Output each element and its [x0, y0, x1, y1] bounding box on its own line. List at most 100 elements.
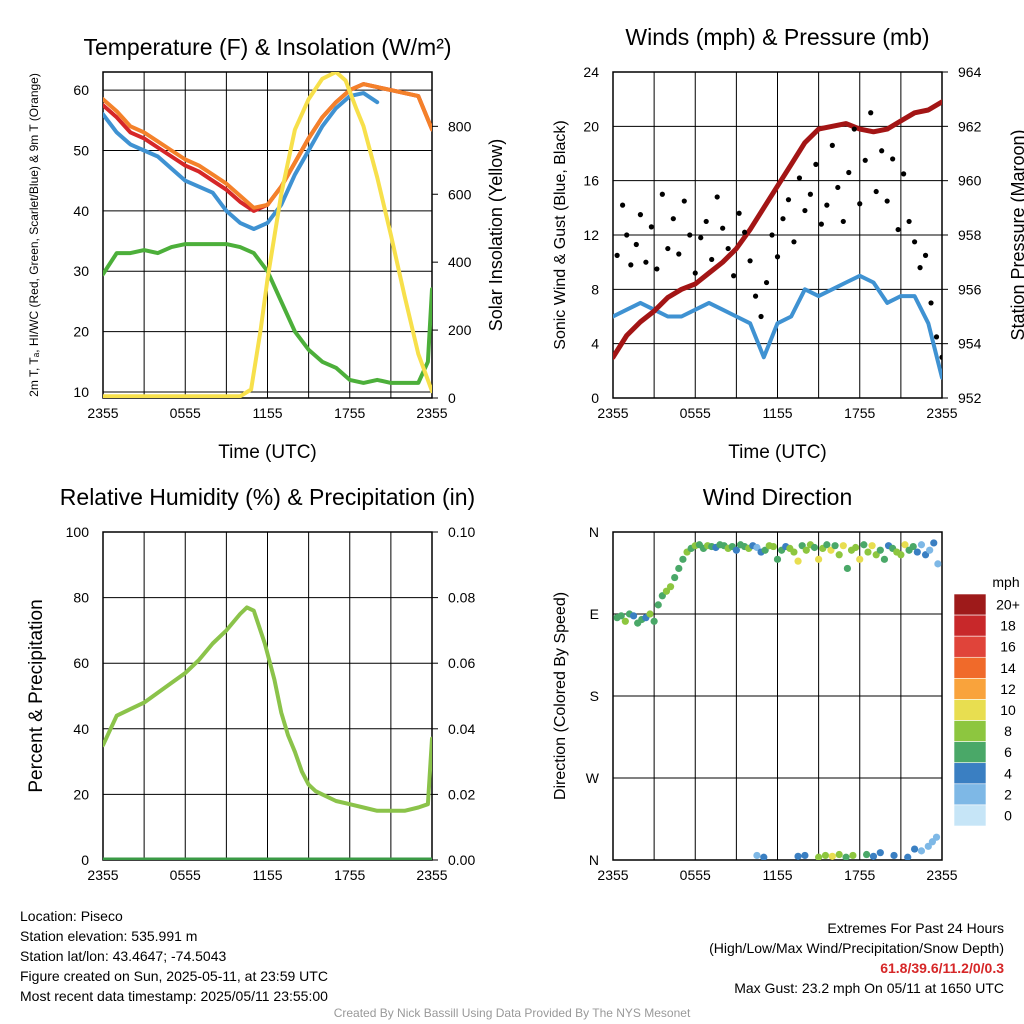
gust-point [774, 254, 781, 260]
chart-title: Relative Humidity (%) & Precipitation (i… [60, 484, 475, 510]
legend-label: 16 [1000, 639, 1016, 655]
y2-tick-label: 0.00 [448, 852, 475, 868]
direction-point [617, 612, 625, 620]
direction-point [890, 851, 898, 860]
max-gust: Max Gust: 23.2 mph On 05/11 at 1650 UTC [734, 980, 1004, 996]
legend-label: 6 [1004, 744, 1012, 760]
station-location: Location: Piseco [20, 908, 123, 924]
extremes-title: Extremes For Past 24 Hours [827, 920, 1004, 936]
x-tick-label: 0555 [170, 405, 201, 421]
legend-swatch [953, 699, 987, 721]
x-tick-label: 2355 [926, 405, 957, 421]
legend-label: 4 [1004, 765, 1012, 781]
station-latlon: Station lat/lon: 43.4647; -74.5043 [20, 948, 227, 964]
gust-point [824, 202, 830, 208]
gust-point [933, 334, 940, 340]
direction-point [646, 610, 654, 618]
chart-panel-3 [102, 531, 438, 861]
gust-point [643, 259, 649, 265]
y2-tick-label: 0.02 [448, 786, 475, 802]
gust-point [917, 265, 923, 271]
legend-swatch [953, 783, 987, 806]
direction-point [917, 847, 926, 855]
legend-swatch [953, 678, 987, 700]
y-tick-label: 20 [583, 118, 599, 134]
y-tick-label: 10 [73, 384, 89, 400]
legend-swatch [953, 741, 987, 764]
y2-axis-label: Station Pressure (Maroon) [1008, 129, 1024, 340]
gust-point [807, 191, 814, 197]
direction-point [831, 542, 839, 550]
y-axis-label: Sonic Wind & Gust (Blue, Black) [552, 120, 569, 349]
direction-point [654, 601, 662, 609]
direction-point [839, 542, 847, 550]
legend-swatch [953, 762, 987, 785]
direction-point [849, 851, 857, 860]
y-tick-label: S [590, 688, 599, 704]
series-group [103, 605, 432, 860]
direction-point [863, 850, 871, 859]
legend-swatch [953, 656, 987, 679]
direction-point [629, 612, 638, 620]
gust-point [637, 212, 644, 218]
y-axis-label: Direction (Colored By Speed) [552, 592, 569, 800]
gust-point [818, 221, 824, 227]
direction-point [930, 539, 938, 547]
direction-point [732, 546, 740, 554]
y2-tick-label: 954 [958, 336, 982, 352]
gust-point [670, 216, 676, 222]
y-tick-label: 16 [583, 173, 599, 189]
gust-point [769, 232, 775, 238]
y-tick-label: N [589, 852, 599, 868]
legend-label: 12 [1000, 681, 1016, 697]
direction-point [810, 543, 819, 552]
direction-point [821, 851, 830, 860]
y2-tick-label: 0.06 [448, 655, 475, 671]
gust-point [758, 313, 764, 320]
gust-point [791, 239, 797, 245]
gust-point [703, 218, 709, 225]
gust-point [906, 218, 912, 225]
legend-title: mph [992, 574, 1019, 590]
gust-point [698, 235, 704, 241]
legend-label: 14 [1000, 660, 1016, 676]
direction-point [621, 617, 629, 625]
direction-point [815, 555, 823, 563]
series-line-4 [103, 72, 432, 398]
y-tick-label: 4 [591, 336, 599, 352]
direction-point [666, 583, 675, 591]
gust-point [879, 148, 885, 154]
plot-frame [102, 71, 433, 399]
direction-point [815, 853, 823, 860]
y-tick-label: E [590, 606, 599, 622]
gust-point [911, 239, 918, 245]
x-tick-label: 1755 [844, 867, 875, 883]
gust-point [862, 157, 868, 163]
gust-point [846, 169, 852, 176]
direction-point [828, 852, 836, 860]
gust-point [813, 161, 819, 167]
gust-point [763, 279, 770, 286]
gust-point [857, 201, 863, 207]
legend-swatch [953, 804, 987, 827]
y2-tick-label: 600 [448, 186, 472, 202]
legend-label: 20+ [996, 597, 1020, 613]
gust-point [692, 270, 698, 276]
y-tick-label: 8 [591, 281, 599, 297]
y-tick-label: 0 [591, 390, 599, 406]
gust-point [922, 252, 929, 258]
gust-point [895, 226, 901, 233]
y2-axis-label: Solar Insolation (Yellow) [486, 139, 506, 331]
legend-label: 10 [1000, 702, 1016, 718]
gust-point [901, 171, 907, 177]
series-group [613, 539, 942, 860]
y2-tick-label: 952 [958, 390, 982, 406]
direction-point [802, 546, 810, 554]
direction-point [917, 541, 926, 549]
gust-point [868, 110, 874, 116]
station-elevation: Station elevation: 535.991 m [20, 928, 198, 944]
chart-panel-1 [102, 71, 438, 399]
direction-point [843, 564, 852, 573]
x-tick-label: 1155 [252, 867, 282, 883]
direction-point [869, 852, 878, 860]
